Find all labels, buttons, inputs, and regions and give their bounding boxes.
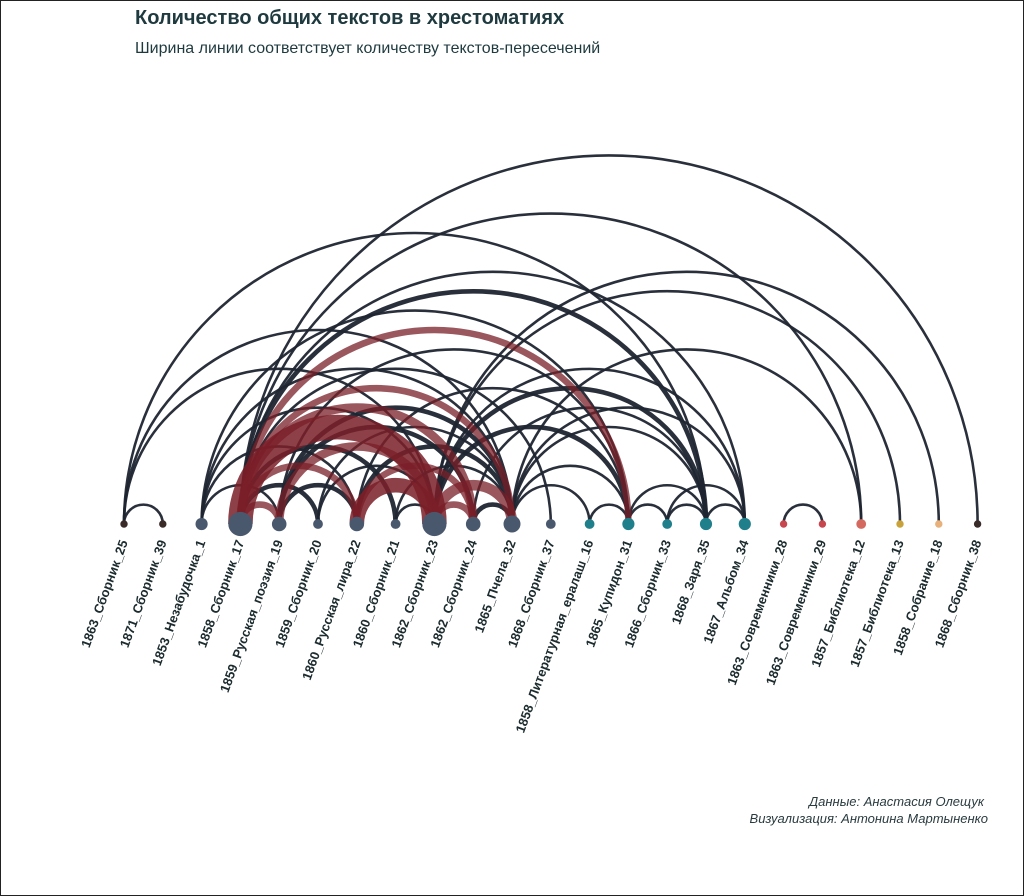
edge-1858_Сборник_17-1868_Заря_35 (238, 288, 709, 525)
edge-1865_Купидон_31-1868_Заря_35 (627, 483, 708, 525)
viz-credit: Визуализация: Антонина Мартыненко (749, 811, 988, 826)
node-label-1865_Пчела_32: 1865_Пчела_32 (471, 538, 518, 635)
edge-1866_Сборник_33-1867_Альбом_34 (665, 483, 747, 525)
edge-1865_Купидон_31-1866_Сборник_33 (627, 503, 669, 525)
node-1867_Альбом_34 (738, 517, 751, 531)
edge-1862_Сборник_23-1858_Собрание_18 (433, 270, 941, 525)
edge-1858_Сборник_17-1868_Сборник_38 (239, 154, 979, 525)
edge-1868_Заря_35-1867_Альбом_34 (704, 503, 747, 525)
chart-subtitle: Ширина линии соответствует количеству те… (135, 40, 601, 57)
node-1857_Библиотека_12 (856, 519, 867, 529)
edge-1865_Пчела_32-1867_Альбом_34 (510, 406, 747, 525)
edge-1865_Пчела_32-1868_Заря_35 (510, 425, 708, 525)
edge-1863_Сборник_25-1865_Пчела_32 (122, 328, 514, 525)
edge-1858_Сборник_17-1862_Сборник_23 (228, 414, 447, 525)
edge-1858_Сборник_17-1857_Библиотека_12 (239, 212, 863, 525)
edge-1865_Пчела_32-1865_Купидон_31 (510, 464, 630, 525)
edge-1863_Сборник_25-1868_Заря_35 (122, 231, 708, 525)
node-1871_Сборник_39 (159, 520, 167, 528)
node-label-1858_Литературная_ералаш_16: 1858_Литературная_ералаш_16 (513, 538, 597, 735)
node-1860_Сборник_21 (390, 519, 401, 529)
chart-title: Количество общих текстов в хрестоматиях (135, 7, 565, 29)
node-1866_Сборник_33 (662, 519, 673, 529)
node-1868_Заря_35 (699, 517, 713, 531)
edge-1865_Пчела_32-1858_Литературная_ералаш_16 (510, 483, 591, 525)
edge-1858_Сборник_17-1867_Альбом_34 (239, 270, 747, 525)
node-1858_Собрание_18 (935, 520, 943, 528)
node-1858_Сборник_17 (228, 511, 253, 537)
node-1863_Современники_28 (779, 520, 788, 528)
node-1860_Русская_лира_22 (349, 516, 365, 532)
node-1868_Сборник_37 (545, 519, 556, 529)
node-1865_Купидон_31 (622, 517, 635, 531)
node-layer (120, 511, 982, 537)
node-1858_Литературная_ералаш_16 (584, 519, 595, 529)
edge-1866_Сборник_33-1868_Заря_35 (665, 503, 708, 525)
edge-1863_Сборник_25-1871_Сборник_39 (122, 503, 165, 525)
node-1857_Библиотека_13 (896, 520, 904, 528)
node-1863_Сборник_25 (120, 520, 128, 528)
edge-1858_Литературная_ералаш_16-1865_Купидон_31 (588, 503, 630, 525)
edge-1865_Пчела_32-1857_Библиотека_12 (510, 348, 863, 525)
node-1862_Сборник_24 (465, 516, 481, 532)
edge-1858_Сборник_17-1865_Купидон_31 (237, 326, 632, 525)
node-1859_Русская_поэзия_19 (271, 516, 287, 532)
node-label-1868_Заря_35: 1868_Заря_35 (668, 538, 712, 626)
edge-1862_Сборник_23-1865_Купидон_31 (432, 424, 631, 525)
edge-1863_Современники_28-1863_Современники_29 (782, 503, 824, 525)
node-1862_Сборник_23 (422, 511, 447, 537)
label-layer: 1863_Сборник_251871_Сборник_391853_Незаб… (78, 537, 984, 735)
node-1859_Сборник_20 (313, 519, 323, 529)
edge-layer (122, 154, 979, 525)
edge-1860_Русская_лира_22-1865_Купидон_31 (355, 386, 630, 525)
node-1868_Сборник_38 (973, 520, 982, 528)
data-credit: Данные: Анастасия Олещук (809, 794, 984, 809)
node-1853_Незабудочка_1 (195, 517, 208, 531)
node-1865_Пчела_32 (503, 515, 521, 533)
node-1863_Современники_29 (818, 520, 827, 528)
